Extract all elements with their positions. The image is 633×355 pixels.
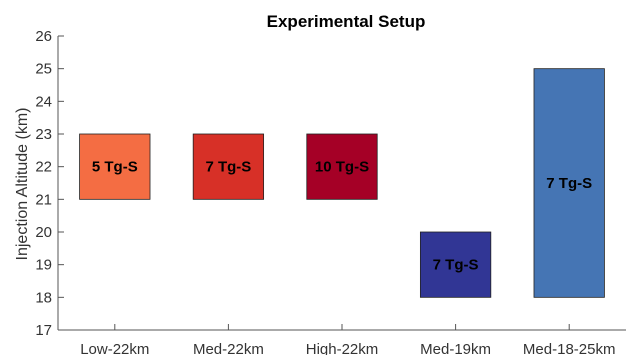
y-tick-label: 20	[35, 224, 52, 241]
bar-med-22km	[192, 133, 265, 200]
x-tick-label: Med-18-25km	[523, 341, 616, 355]
y-tick-label: 19	[35, 257, 52, 274]
bar-low-22km	[79, 133, 151, 200]
x-tick-label: High-22km	[306, 341, 379, 355]
chart-title: Experimental Setup	[267, 12, 426, 31]
bar-data-label: 7 Tg-S	[546, 175, 592, 192]
bar-data-label: 5 Tg-S	[92, 159, 138, 176]
y-tick-label: 21	[35, 191, 52, 208]
y-tick-label: 23	[35, 126, 52, 143]
y-tick-label: 18	[35, 289, 52, 306]
y-tick-label: 17	[35, 322, 52, 339]
x-tick-label: Low-22km	[80, 341, 149, 355]
plot-area: 17 18 19 20 21 22 23 24 25 26 Low-22km Med-22km High…	[35, 28, 626, 355]
bar-data-label: 7 Tg-S	[205, 159, 251, 176]
x-tick-label: Med-19km	[420, 341, 491, 355]
x-tick-label: Med-22km	[193, 341, 264, 355]
bar-data-label: 7 Tg-S	[433, 257, 479, 274]
y-tick-label: 24	[35, 93, 52, 110]
bar-data-label: 10 Tg-S	[315, 159, 369, 176]
bar-high-22km	[306, 133, 378, 200]
y-tick-label: 26	[35, 28, 52, 45]
bar-med-18-25km	[533, 68, 605, 298]
y-tick-label: 22	[35, 159, 52, 176]
y-tick-label: 25	[35, 61, 52, 78]
y-axis-label: Injection Altitude (km)	[14, 108, 31, 261]
bar-med-19km	[419, 231, 492, 298]
